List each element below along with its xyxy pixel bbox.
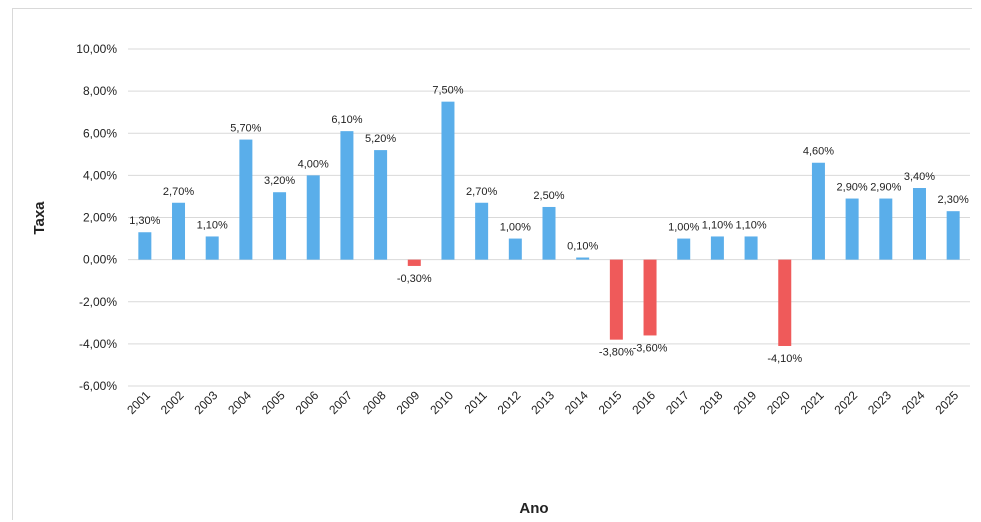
x-axis-title: Ano <box>519 500 548 517</box>
y-tick-label: -2,00% <box>79 295 117 309</box>
data-label: 2,70% <box>466 186 497 198</box>
x-tick-label: 2016 <box>629 388 658 417</box>
y-axis-title: Taxa <box>31 201 48 235</box>
y-tick-label: 10,00% <box>76 42 117 56</box>
x-axis-ticks: 2001 2002 2003 2004 2005 2006 2007 2008 2009 2010… <box>124 388 961 417</box>
bar <box>441 101 455 260</box>
x-tick-label: 2007 <box>326 388 355 417</box>
x-tick-label: 2006 <box>293 388 322 417</box>
y-tick-label: 2,00% <box>83 211 117 225</box>
y-tick-label: -6,00% <box>79 379 117 393</box>
bar <box>374 150 388 260</box>
x-tick-label: 2015 <box>596 388 625 417</box>
data-label: 2,30% <box>938 194 969 206</box>
bar <box>205 236 219 260</box>
data-label: -3,80% <box>599 347 634 359</box>
data-label: 1,30% <box>129 215 160 227</box>
x-tick-label: 2023 <box>865 388 894 417</box>
x-tick-label: 2003 <box>192 388 221 417</box>
data-label: 0,10% <box>567 241 598 253</box>
bar <box>475 202 489 260</box>
y-tick-label: 8,00% <box>83 84 117 98</box>
y-tick-label: 6,00% <box>83 126 117 140</box>
data-label: 1,10% <box>197 219 228 231</box>
bar <box>172 202 186 260</box>
x-tick-label: 2024 <box>899 388 928 417</box>
bar <box>306 175 320 260</box>
bar <box>946 211 960 260</box>
bar <box>542 206 556 260</box>
data-label: 5,70% <box>230 123 261 135</box>
bar <box>340 131 354 260</box>
x-tick-label: 2025 <box>932 388 961 417</box>
bar <box>744 236 758 260</box>
y-tick-label: 0,00% <box>83 253 117 267</box>
bar <box>609 259 623 340</box>
data-label: 4,60% <box>803 146 834 158</box>
data-labels: 1,30% 2,70% 1,10% 5,70% 3,20%4,00% 6,10%5,20%… <box>129 85 969 365</box>
x-tick-label: 2002 <box>158 388 187 417</box>
data-label: 5,20% <box>365 133 396 145</box>
data-label: 3,40% <box>904 171 935 183</box>
data-label: -4,10% <box>767 353 802 365</box>
x-tick-label: 2020 <box>764 388 793 417</box>
data-label: 2,70% <box>163 186 194 198</box>
chart-frame <box>12 8 972 520</box>
x-tick-label: 2014 <box>562 388 591 417</box>
data-label: 7,50% <box>432 85 463 97</box>
bar <box>576 257 590 260</box>
x-tick-label: 2010 <box>427 388 456 417</box>
x-tick-label: 2022 <box>831 388 860 417</box>
data-label: 4,00% <box>298 158 329 170</box>
bar <box>508 238 522 260</box>
x-tick-label: 2018 <box>697 388 726 417</box>
x-tick-label: 2017 <box>663 388 692 417</box>
data-label: 2,90% <box>870 182 901 194</box>
x-tick-label: 2004 <box>225 388 254 417</box>
bar <box>273 192 287 260</box>
bar <box>912 188 926 260</box>
data-label: 2,90% <box>837 182 868 194</box>
bar <box>138 232 152 260</box>
bar <box>811 162 825 260</box>
data-label: 1,00% <box>668 222 699 234</box>
x-tick-label: 2012 <box>495 388 524 417</box>
bar <box>677 238 691 260</box>
x-tick-label: 2008 <box>360 388 389 417</box>
data-label: 3,20% <box>264 175 295 187</box>
bar <box>845 198 859 260</box>
bar <box>879 198 893 260</box>
data-label: 1,10% <box>702 219 733 231</box>
x-tick-label: 2009 <box>394 388 423 417</box>
x-tick-label: 2019 <box>730 388 759 417</box>
data-label: 1,10% <box>735 219 766 231</box>
y-tick-label: 4,00% <box>83 168 117 182</box>
data-label: 2,50% <box>533 190 564 202</box>
y-tick-label: -4,00% <box>79 337 117 351</box>
bars <box>138 101 960 346</box>
bar <box>643 259 657 336</box>
data-label: -3,60% <box>633 342 668 354</box>
x-tick-label: 2021 <box>798 388 827 417</box>
bar <box>407 259 421 266</box>
x-tick-label: 2013 <box>528 388 557 417</box>
bar <box>710 236 724 260</box>
data-label: 1,00% <box>500 222 531 234</box>
bar <box>239 139 253 260</box>
x-tick-label: 2001 <box>124 388 153 417</box>
data-label: -0,30% <box>397 273 432 285</box>
y-axis-ticks: 10,00% 8,00% 6,00% 4,00% 2,00% 0,00% -2,00% -4,… <box>76 42 117 393</box>
x-tick-label: 2011 <box>462 388 490 416</box>
x-tick-label: 2005 <box>259 388 288 417</box>
bar <box>778 259 792 346</box>
data-label: 6,10% <box>331 114 362 126</box>
